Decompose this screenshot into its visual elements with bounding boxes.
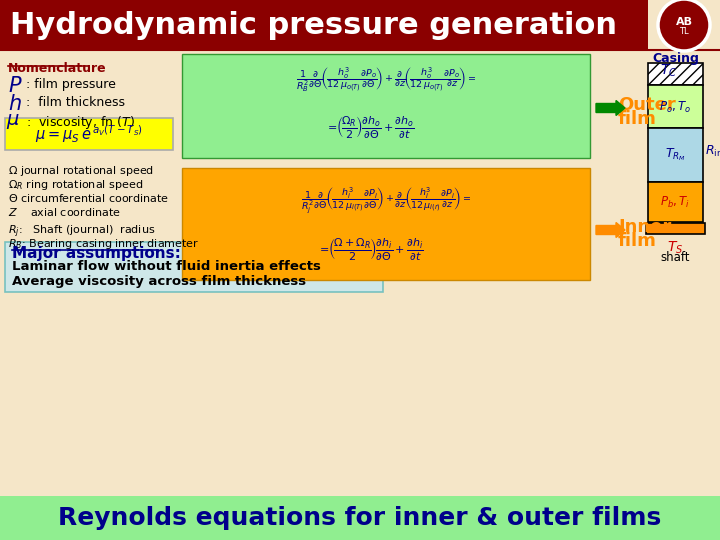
- Bar: [648, 128, 703, 182]
- Text: $\Omega_R$ ring rotational speed: $\Omega_R$ ring rotational speed: [8, 178, 143, 192]
- Text: $\Omega$ journal rotational speed: $\Omega$ journal rotational speed: [8, 164, 154, 178]
- Text: shaft: shaft: [660, 251, 690, 264]
- Text: $T_{R_M}$: $T_{R_M}$: [665, 147, 685, 163]
- FancyArrow shape: [596, 100, 625, 116]
- Text: Outer: Outer: [618, 96, 676, 114]
- Text: $\Theta$ circumferential coordinate: $\Theta$ circumferential coordinate: [8, 192, 169, 204]
- Bar: [182, 54, 590, 158]
- Text: $P_o, T_o$: $P_o, T_o$: [659, 99, 691, 114]
- Bar: [648, 85, 703, 128]
- Text: $\mu$: $\mu$: [6, 112, 20, 131]
- Bar: [648, 63, 703, 85]
- Text: AB: AB: [675, 17, 693, 27]
- Bar: [0, 0, 648, 50]
- Text: TL: TL: [679, 28, 689, 37]
- Text: $\dfrac{1}{R_j^2}\dfrac{\partial}{\partial\Theta}\!\left(\!\dfrac{h_i^3}{12\,\mu: $\dfrac{1}{R_j^2}\dfrac{\partial}{\parti…: [301, 185, 471, 215]
- Bar: [182, 168, 590, 280]
- Text: Major assumptions:: Major assumptions:: [12, 246, 181, 261]
- Text: $\mu = \mu_S\, e^{\,a_V(T - T_S)}$: $\mu = \mu_S\, e^{\,a_V(T - T_S)}$: [35, 123, 143, 145]
- Text: $R_{\mathregular{ing}}$: $R_{\mathregular{ing}}$: [705, 144, 720, 160]
- Text: :  viscosity, fn ($T$): : viscosity, fn ($T$): [26, 114, 135, 131]
- Text: $=\!\left(\!\dfrac{\Omega+\Omega_R}{2}\!\right)\dfrac{\partial h_i}{\partial\The: $=\!\left(\!\dfrac{\Omega+\Omega_R}{2}\!…: [317, 236, 423, 262]
- Bar: [5, 242, 383, 292]
- Text: $R_{j}$:   Shaft (journal)  radius: $R_{j}$: Shaft (journal) radius: [8, 224, 156, 240]
- Text: Inner: Inner: [618, 218, 671, 236]
- Text: Average viscosity across film thickness: Average viscosity across film thickness: [12, 275, 306, 288]
- Text: $P$: $P$: [8, 76, 22, 96]
- Bar: [5, 118, 173, 150]
- Text: Hydrodynamic pressure generation: Hydrodynamic pressure generation: [10, 10, 617, 39]
- Text: Reynolds equations for inner & outer films: Reynolds equations for inner & outer fil…: [58, 506, 662, 530]
- Text: film: film: [618, 110, 657, 128]
- Bar: [648, 182, 703, 222]
- Text: $P_b, T_i$: $P_b, T_i$: [660, 194, 690, 210]
- Text: Casing: Casing: [652, 52, 699, 65]
- FancyArrow shape: [596, 222, 625, 238]
- Text: Laminar flow without fluid inertia effects: Laminar flow without fluid inertia effec…: [12, 260, 321, 273]
- Bar: [0, 496, 720, 540]
- Text: film: film: [618, 232, 657, 250]
- Text: $T_C$: $T_C$: [660, 63, 678, 79]
- Text: $Z$    axial coordinate: $Z$ axial coordinate: [8, 206, 121, 218]
- Text: $R_{B}$: Bearing casing inner diameter: $R_{B}$: Bearing casing inner diameter: [8, 237, 199, 251]
- Text: Nomenclature: Nomenclature: [8, 62, 107, 75]
- Text: :  film thickness: : film thickness: [26, 96, 125, 109]
- Text: $h$: $h$: [8, 94, 22, 114]
- Bar: [646, 223, 705, 234]
- Text: $T_S$: $T_S$: [667, 240, 683, 256]
- Text: : film pressure: : film pressure: [26, 78, 116, 91]
- Circle shape: [658, 0, 710, 51]
- Text: $\dfrac{1}{R_B^2}\dfrac{\partial}{\partial\Theta}\!\left(\!\dfrac{h_o^3}{12\,\mu: $\dfrac{1}{R_B^2}\dfrac{\partial}{\parti…: [296, 65, 476, 94]
- Text: $=\!\left(\!\dfrac{\Omega_R}{2}\!\right)\dfrac{\partial h_o}{\partial\Theta}+\df: $=\!\left(\!\dfrac{\Omega_R}{2}\!\right)…: [325, 114, 415, 140]
